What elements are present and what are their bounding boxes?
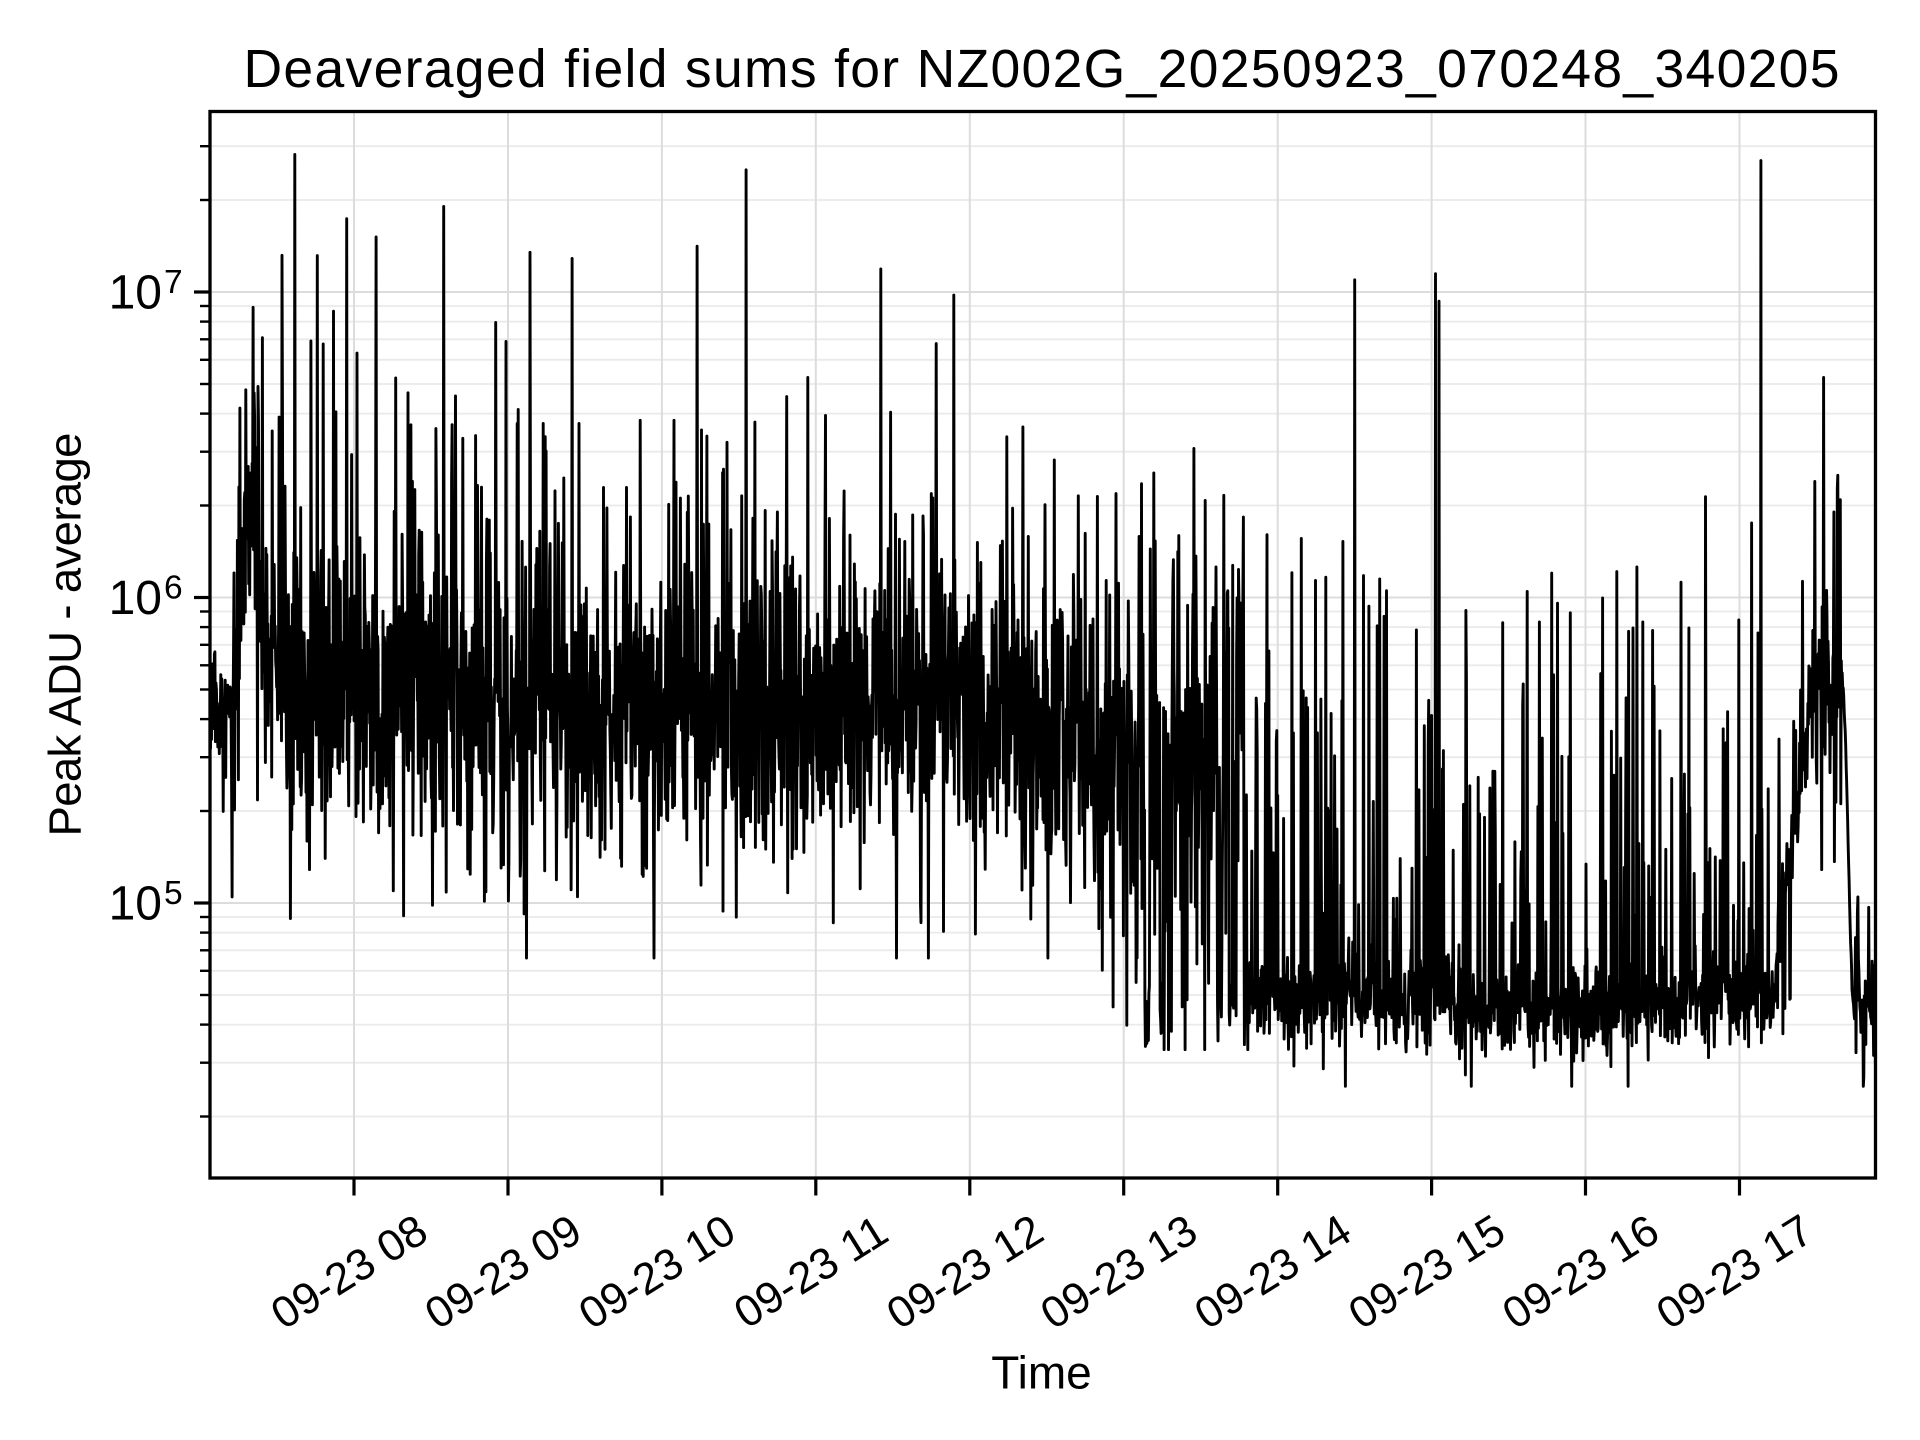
svg-text:10: 10 xyxy=(109,572,162,625)
svg-text:5: 5 xyxy=(164,875,183,912)
svg-text:10: 10 xyxy=(109,878,162,931)
svg-text:Deaveraged field sums for NZ00: Deaveraged field sums for NZ002G_2025092… xyxy=(244,40,1840,99)
svg-text:10: 10 xyxy=(109,267,162,320)
svg-text:Time: Time xyxy=(991,1347,1092,1399)
svg-text:6: 6 xyxy=(164,570,183,607)
svg-text:Peak ADU - average: Peak ADU - average xyxy=(40,433,91,837)
svg-text:7: 7 xyxy=(164,264,183,301)
